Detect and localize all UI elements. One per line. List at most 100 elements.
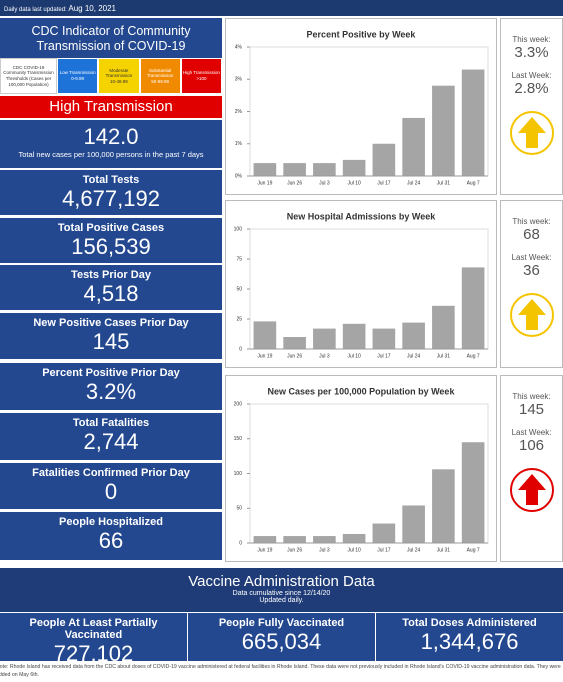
incidence-box: 142.0 Total new cases per 100,000 person… bbox=[0, 120, 222, 168]
bar bbox=[372, 328, 396, 349]
x-tick-label: Jun 26 bbox=[287, 547, 302, 553]
stat-label: Fatalities Confirmed Prior Day bbox=[32, 467, 190, 479]
x-tick-label: Jul 31 bbox=[437, 353, 451, 359]
vaccine-label: Total Doses Administered bbox=[402, 617, 537, 629]
vaccine-box: People Fully Vaccinated 665,034 bbox=[188, 613, 375, 661]
stat-box: People Hospitalized 66 bbox=[0, 512, 222, 560]
x-tick-label: Jul 3 bbox=[319, 180, 330, 186]
legend-cell: High Transmission >100 bbox=[180, 58, 223, 94]
stat-box: Tests Prior Day 4,518 bbox=[0, 265, 222, 310]
bar bbox=[313, 163, 336, 176]
trend-arrow bbox=[509, 111, 554, 155]
top-bar: Daily data last updated: Aug 10, 2021 bbox=[0, 0, 563, 16]
legend: CDC COVID-19 Community Transmission Thre… bbox=[0, 58, 223, 94]
y-tick-label: 100 bbox=[234, 471, 243, 477]
x-tick-label: Jul 31 bbox=[437, 180, 451, 186]
x-tick-label: Jul 24 bbox=[407, 180, 421, 186]
y-tick-label: 0% bbox=[235, 173, 243, 179]
stat-label: Total Fatalities bbox=[72, 417, 150, 429]
weekly-panel: This week: 145 Last Week: 106 bbox=[500, 375, 563, 562]
x-tick-label: Aug 7 bbox=[467, 180, 480, 186]
x-tick-label: Jul 3 bbox=[319, 547, 330, 553]
stat-value: 66 bbox=[98, 528, 124, 553]
last-week-label: Last Week: bbox=[511, 428, 552, 437]
chart-panel: New Cases per 100,000 Population by Week… bbox=[225, 375, 497, 562]
stat-box: New Positive Cases Prior Day 145 bbox=[0, 313, 222, 359]
this-week-value: 145 bbox=[518, 401, 545, 418]
y-tick-label: 50 bbox=[236, 506, 242, 512]
level-name: Moderate Transmission bbox=[105, 67, 133, 79]
chart: Percent Positive by Week 0% 1% 2% 3% 4% Jun 19… bbox=[235, 29, 489, 186]
vaccine-label: People Fully Vaccinated bbox=[218, 617, 345, 629]
incidence-label: Total new cases per 100,000 persons in t… bbox=[18, 150, 204, 159]
stat-value: 4,518 bbox=[83, 281, 139, 306]
legend-caption: CDC COVID-19 Community Transmission Thre… bbox=[0, 58, 57, 94]
x-tick-label: Jun 19 bbox=[257, 180, 272, 186]
bar bbox=[283, 163, 306, 176]
weekly-panel: This week: 68 Last Week: 36 bbox=[500, 200, 563, 368]
level-range: 50-99.99 bbox=[151, 78, 170, 84]
stat-label: Percent Positive Prior Day bbox=[42, 367, 180, 379]
updated-date: Aug 10, 2021 bbox=[68, 4, 116, 13]
last-week-value: 106 bbox=[518, 437, 545, 454]
bar bbox=[372, 143, 396, 176]
level-name: High Transmission bbox=[182, 70, 220, 76]
stat-box: Percent Positive Prior Day 3.2% bbox=[0, 363, 222, 410]
y-tick-label: 4% bbox=[235, 44, 243, 50]
bar bbox=[402, 505, 425, 543]
x-tick-label: Jul 24 bbox=[407, 353, 421, 359]
stat-label: Total Tests bbox=[82, 174, 140, 186]
x-tick-label: Aug 7 bbox=[467, 547, 480, 553]
trend-arrow bbox=[509, 468, 554, 512]
this-week-label: This week: bbox=[512, 392, 551, 401]
bar bbox=[313, 536, 336, 543]
stat-label: Tests Prior Day bbox=[71, 269, 151, 281]
level-range: 0-9.99 bbox=[71, 76, 84, 81]
x-tick-label: Jul 17 bbox=[377, 547, 391, 553]
bar bbox=[253, 163, 277, 176]
vaccine-value: 665,034 bbox=[241, 629, 322, 654]
bar bbox=[461, 267, 485, 349]
bar bbox=[372, 523, 396, 543]
note: Note: Rhode Island has received data fro… bbox=[0, 664, 561, 678]
vaccine-subtitle2: Updated daily. bbox=[259, 597, 304, 604]
stat-box: Total Tests 4,677,192 bbox=[0, 170, 222, 215]
x-tick-label: Jul 10 bbox=[347, 547, 361, 553]
y-tick-label: 100 bbox=[234, 226, 243, 232]
weekly-panel: This week: 3.3% Last Week: 2.8% bbox=[500, 18, 563, 195]
stat-label: New Positive Cases Prior Day bbox=[33, 317, 189, 329]
this-week-value: 68 bbox=[523, 226, 540, 243]
chart: New Cases per 100,000 Population by Week… bbox=[234, 386, 489, 553]
bar bbox=[432, 85, 455, 176]
bar bbox=[253, 321, 277, 349]
last-week-value: 2.8% bbox=[514, 80, 549, 97]
stat-box: Fatalities Confirmed Prior Day 0 bbox=[0, 463, 222, 509]
chart-title: New Cases per 100,000 Population by Week bbox=[268, 386, 456, 396]
bar bbox=[342, 533, 366, 543]
stat-value: 4,677,192 bbox=[62, 186, 160, 211]
y-tick-label: 2% bbox=[235, 109, 243, 115]
x-tick-label: Jul 24 bbox=[407, 547, 421, 553]
bar bbox=[432, 305, 455, 349]
x-tick-label: Jul 10 bbox=[347, 180, 361, 186]
arrow bbox=[517, 474, 546, 505]
arrow bbox=[517, 117, 546, 148]
stat-box: Total Positive Cases 156,539 bbox=[0, 218, 222, 263]
last-week-label: Last Week: bbox=[511, 253, 552, 262]
bar bbox=[461, 69, 485, 176]
stat-value: 3.2% bbox=[85, 379, 137, 404]
level-range: 10-49.99 bbox=[109, 78, 128, 84]
legend-cell: Substantial Transmission 50-99.99 bbox=[139, 58, 181, 94]
y-tick-label: 1% bbox=[235, 141, 243, 147]
y-tick-label: 50 bbox=[236, 286, 242, 292]
level-name: Substantial Transmission bbox=[146, 67, 174, 79]
vaccine-header: Vaccine Administration Data Data cumulat… bbox=[0, 568, 563, 612]
chart: New Hospital Admissions by Week 0 25 50 75 10… bbox=[234, 211, 489, 359]
chart-panel: New Hospital Admissions by Week 0 25 50 75 10… bbox=[225, 200, 497, 368]
stat-value: 145 bbox=[92, 329, 130, 354]
bar bbox=[461, 442, 485, 543]
y-tick-label: 150 bbox=[234, 436, 243, 442]
stat-label: Total Positive Cases bbox=[57, 222, 165, 234]
chart-title: New Hospital Admissions by Week bbox=[287, 211, 437, 221]
